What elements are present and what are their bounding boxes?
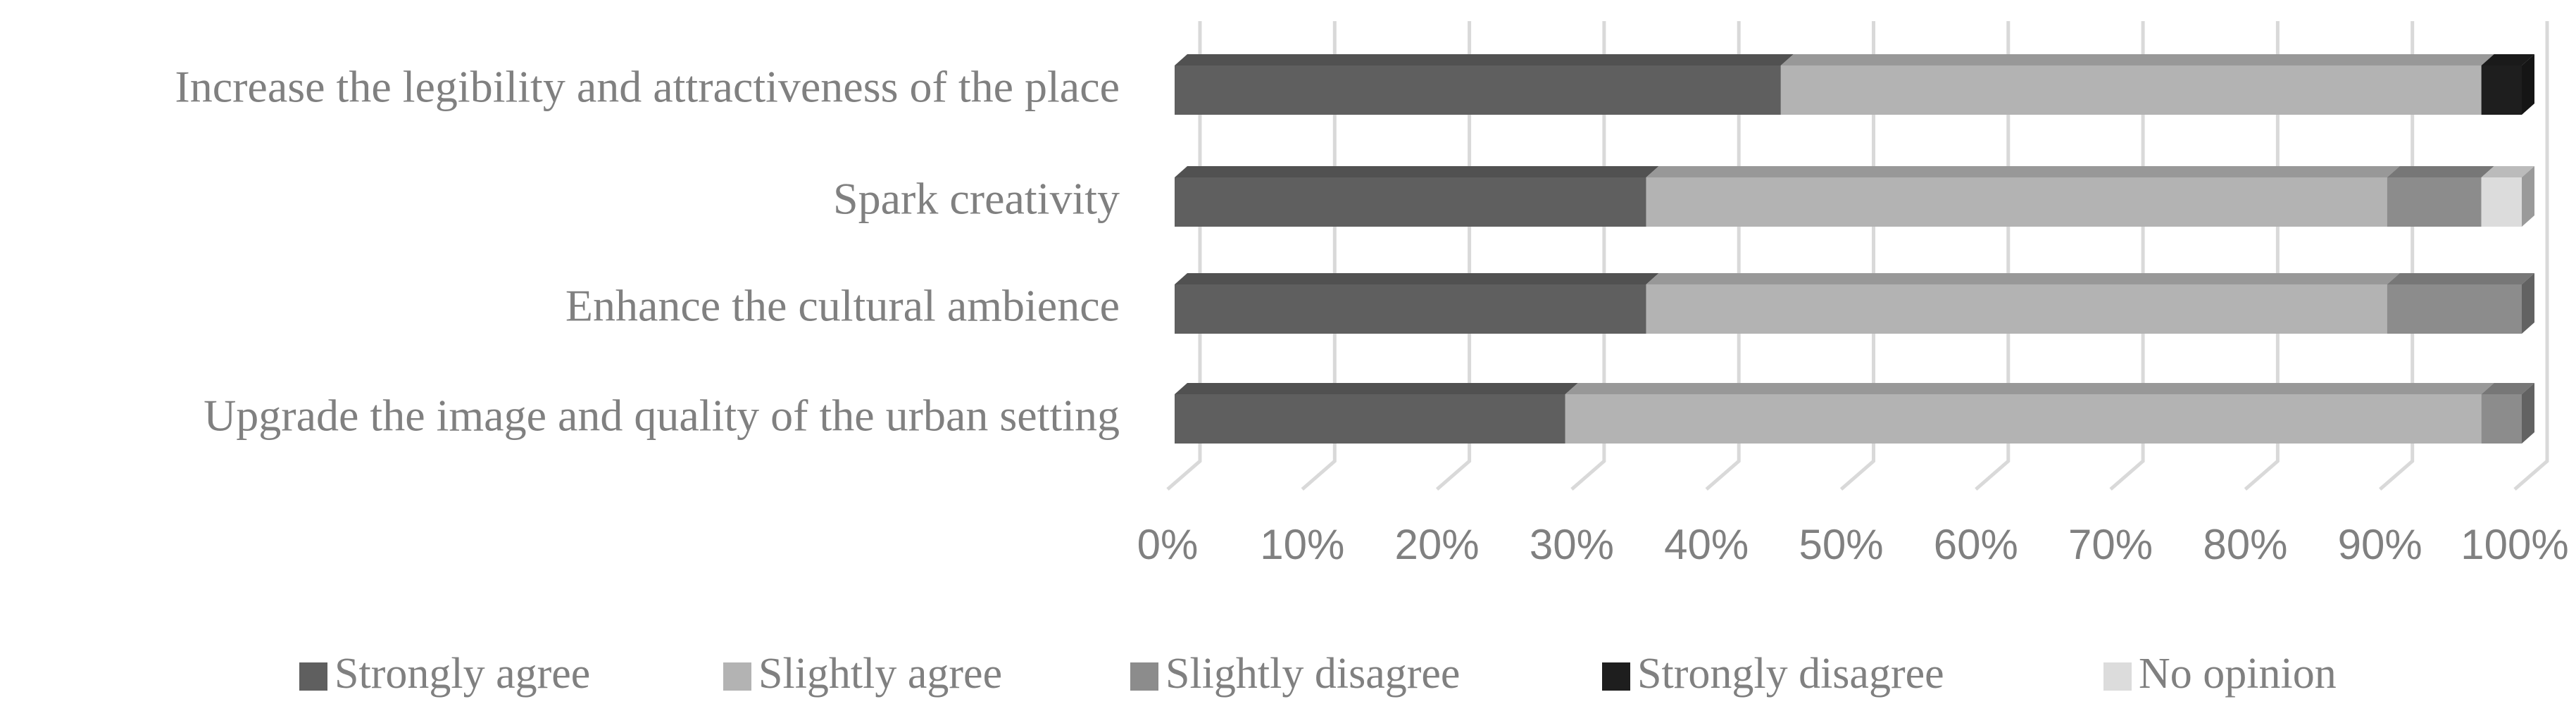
bar [2387, 177, 2482, 227]
bar-top [1175, 273, 1659, 284]
bar [1175, 394, 1565, 444]
bar-top [1175, 54, 1794, 65]
bar-segment [1780, 54, 2494, 115]
bar [1646, 177, 2387, 227]
bar-segment [2481, 166, 2534, 227]
bar [1780, 65, 2482, 115]
legend-label: Strongly disagree [1637, 650, 1944, 698]
legend-swatch [299, 662, 327, 691]
bar-side [2522, 166, 2534, 227]
bar-side [2522, 273, 2534, 334]
x-tick-label: 100% [2461, 521, 2568, 568]
bar [1646, 284, 2387, 334]
bar-segment [1175, 166, 1659, 227]
legend-swatch [2103, 662, 2132, 691]
x-tick-label: 30% [1530, 521, 1614, 568]
x-tick-label: 50% [1799, 521, 1883, 568]
bar [1175, 65, 1781, 115]
bar-side [2522, 383, 2534, 444]
bar-segment [2387, 273, 2534, 334]
bar-side [2522, 54, 2534, 115]
bar-top [1565, 383, 2494, 394]
legend-label: Slightly agree [758, 650, 1002, 698]
bar-top [1175, 166, 1659, 177]
legend-swatch [1130, 662, 1158, 691]
category-label: Upgrade the image and quality of the urb… [204, 391, 1120, 441]
x-tick-label: 0% [1137, 521, 1199, 568]
grid-line [2513, 21, 2549, 491]
bar [2481, 394, 2522, 444]
x-tick-label: 40% [1664, 521, 1749, 568]
legend-label: No opinion [2139, 650, 2337, 698]
x-tick-label: 80% [2203, 521, 2287, 568]
bar [1175, 177, 1646, 227]
bar-segment [1175, 54, 1794, 115]
bar-top [2387, 273, 2534, 284]
bar-top [2387, 166, 2494, 177]
legend-swatch [723, 662, 751, 691]
bar [1175, 284, 1646, 334]
x-tick-label: 20% [1395, 521, 1480, 568]
x-tick-label: 60% [1934, 521, 2018, 568]
bar [2481, 65, 2522, 115]
bar-segment [1565, 383, 2494, 444]
legend-label: Strongly agree [334, 650, 590, 698]
bar-top [1646, 273, 2400, 284]
category-label: Enhance the cultural ambience [565, 281, 1120, 331]
x-tick-label: 10% [1260, 521, 1344, 568]
bar-segment [2481, 54, 2534, 115]
legend-swatch [1602, 662, 1630, 691]
bar-segment [2387, 166, 2494, 227]
bar-top [2481, 383, 2534, 394]
category-label: Spark creativity [833, 174, 1120, 224]
bar-top [1646, 166, 2400, 177]
bar-top [1780, 54, 2494, 65]
legend-label: Slightly disagree [1165, 650, 1460, 698]
bar-top [2481, 166, 2534, 177]
x-tick-label: 90% [2338, 521, 2422, 568]
bar [1565, 394, 2482, 444]
x-tick-label: 70% [2068, 521, 2153, 568]
category-label: Increase the legibility and attractivene… [175, 62, 1120, 112]
bar-segment [1175, 273, 1659, 334]
bar [2481, 177, 2522, 227]
bar-segment [2481, 383, 2534, 444]
bar [2387, 284, 2522, 334]
bar-segment [1646, 166, 2400, 227]
bar-top [2481, 54, 2534, 65]
bar-segment [1175, 383, 1578, 444]
bar-segment [1646, 273, 2400, 334]
bar-top [1175, 383, 1578, 394]
